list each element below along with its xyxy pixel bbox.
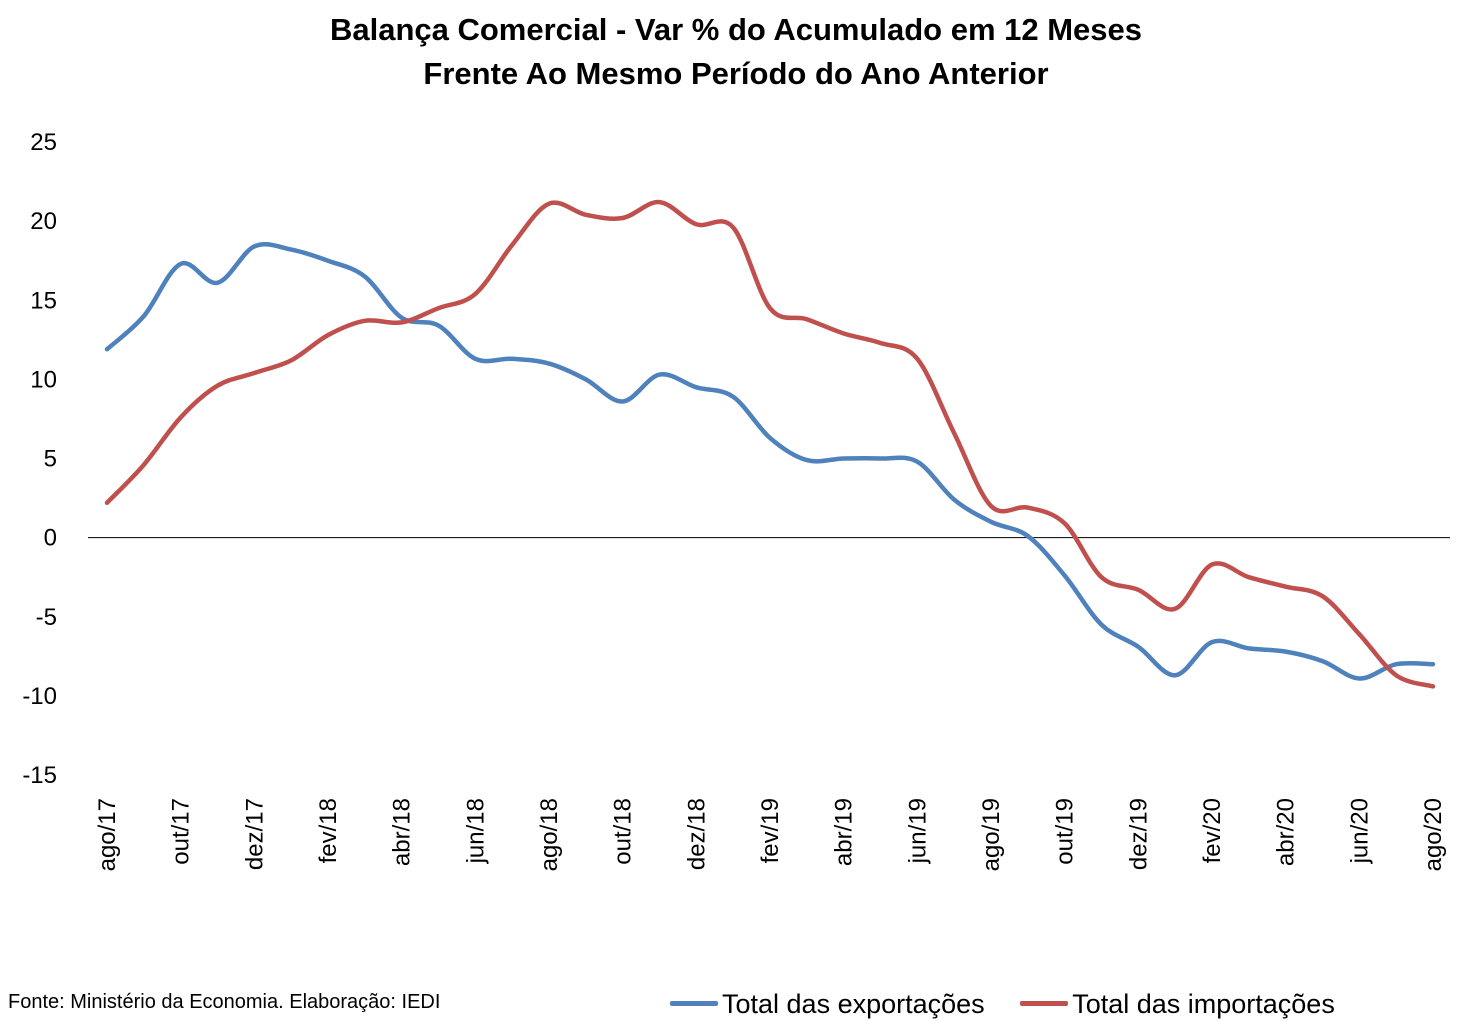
y-tick-label: -5 [36,604,57,631]
legend-label-imports: Total das importações [1072,988,1335,1019]
legend-label-exports: Total das exportações [722,988,985,1019]
x-tick-label: dez/18 [683,798,710,870]
chart-title-line2: Frente Ao Mesmo Período do Ano Anterior [423,56,1049,91]
x-tick-label: out/19 [1052,798,1079,865]
x-tick-label: out/18 [610,798,637,865]
x-tick-label: dez/17 [241,798,268,870]
x-tick-label: fev/18 [315,798,342,863]
x-tick-label: ago/18 [536,798,563,871]
y-tick-label: 20 [30,208,57,235]
legend-swatch-imports [1020,1001,1069,1006]
y-tick-label: 15 [30,287,57,314]
x-tick-label: out/17 [168,798,195,865]
y-tick-label: 5 [44,446,57,473]
x-tick-label: dez/19 [1125,798,1152,870]
x-axis: ago/17 out/17 dez/17 fev/18 abr/18 jun/18 ago/… [94,798,1447,871]
x-tick-label: ago/19 [978,798,1005,871]
legend-swatch-exports [670,1001,718,1006]
x-tick-label: jun/18 [462,798,489,864]
x-tick-label: ago/17 [94,798,121,871]
x-tick-label: fev/19 [757,798,784,863]
series-line-imports [104,199,1436,689]
legend-item-imports: Total das importações [1020,987,1335,1021]
x-tick-label: fev/20 [1199,798,1226,863]
source-note: Fonte: Ministério da Economia. Elaboraçã… [8,991,441,1013]
x-tick-label: abr/19 [831,798,858,866]
y-tick-label: 10 [30,366,57,393]
y-tick-label: -10 [22,683,57,710]
x-tick-label: ago/20 [1420,798,1447,871]
chart-title-line1: Balança Comercial - Var % do Acumulado e… [329,12,1143,47]
chart-title: Balança Comercial - Var % do Acumulado e… [0,8,1472,96]
y-tick-label: 0 [44,525,57,552]
y-tick-label: -15 [22,762,57,789]
x-tick-label: jun/19 [904,798,931,864]
series-line-exports [104,241,1436,681]
y-tick-label: 25 [30,129,57,156]
legend: Total das exportações Total das importaç… [670,980,1363,1021]
x-tick-label: abr/18 [389,798,416,866]
x-tick-label: jun/20 [1346,798,1373,864]
series-group [104,199,1436,689]
legend-item-exports: Total das exportações [670,987,985,1021]
y-axis: 25 20 15 10 5 0 -5 -10 -15 [22,129,57,789]
x-tick-label: abr/20 [1273,798,1300,866]
